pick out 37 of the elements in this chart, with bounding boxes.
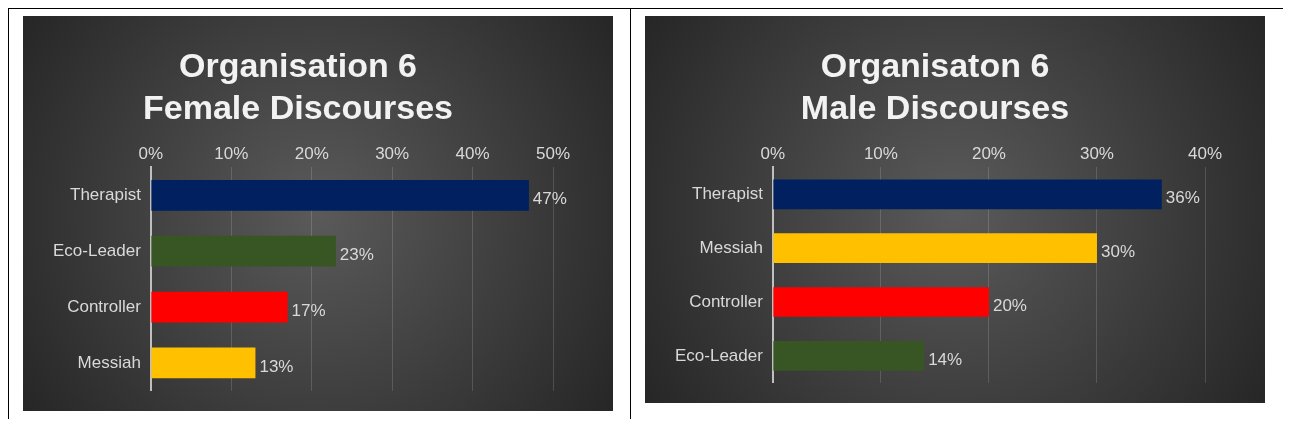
x-tick-label: 30% — [375, 143, 410, 163]
bar — [773, 233, 1097, 263]
x-tick-label: 20% — [294, 143, 329, 163]
data-label: 17% — [291, 300, 326, 320]
chart-title: Organisaton 6 Male Discourses — [800, 45, 1070, 127]
data-label: 47% — [532, 189, 567, 209]
bar — [773, 287, 989, 317]
data-label: 30% — [1100, 241, 1135, 261]
data-label: 14% — [928, 349, 963, 369]
x-tick-label: 30% — [1079, 143, 1114, 163]
data-label: 36% — [1165, 188, 1200, 208]
x-tick-label: 40% — [1187, 143, 1223, 163]
y-tick-label: Eco-Leader — [53, 240, 142, 260]
y-tick-label: Messiah — [77, 352, 141, 372]
bar — [773, 341, 925, 371]
y-tick-label: Controller — [689, 291, 764, 311]
y-tick-label: Therapist — [692, 184, 764, 204]
bar — [151, 347, 256, 379]
bar — [773, 179, 1162, 210]
y-tick-label: Controller — [67, 296, 142, 316]
x-tick-label: 20% — [971, 143, 1006, 163]
x-tick-label: 50% — [535, 143, 571, 163]
y-tick-label: Eco-Leader — [675, 345, 764, 365]
bar — [151, 291, 288, 323]
data-label: 23% — [339, 244, 374, 264]
x-tick-label: 10% — [214, 143, 249, 163]
chart-title: Organisation 6 Female Discourses — [143, 45, 453, 127]
x-tick-label: 10% — [863, 143, 898, 163]
data-label: 13% — [259, 356, 294, 376]
x-tick-label: 40% — [455, 143, 490, 163]
bar — [151, 179, 529, 211]
x-tick-label: 0% — [138, 143, 164, 163]
y-tick-label: Therapist — [70, 185, 142, 205]
y-tick-label: Messiah — [699, 237, 763, 257]
bar — [151, 235, 336, 267]
x-tick-label: 0% — [760, 143, 786, 163]
data-label: 20% — [992, 295, 1027, 315]
